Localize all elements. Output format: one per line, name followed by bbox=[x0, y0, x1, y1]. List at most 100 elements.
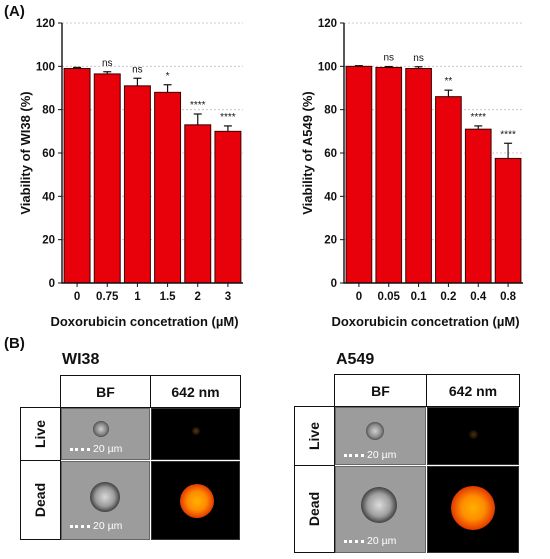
x-tick-label: 0.8 bbox=[500, 291, 517, 303]
error-bar-0.05 bbox=[384, 65, 393, 68]
a549-dead-bf-image: 20 µm bbox=[335, 466, 426, 553]
wi38-live-text: Live bbox=[32, 419, 49, 449]
wi38-dead-bf-image: 20 µm bbox=[61, 461, 150, 540]
a549-dead-scale-bar: 20 µm bbox=[344, 535, 396, 547]
bar-0.75 bbox=[93, 73, 121, 284]
x-tick-label: 2 bbox=[195, 291, 201, 303]
error-bar-3 bbox=[223, 125, 232, 132]
bar-1 bbox=[123, 85, 151, 284]
bar-0 bbox=[63, 68, 91, 284]
wi38-live-scale-bar: 20 µm bbox=[70, 443, 122, 455]
wi38-dead-scale-label: 20 µm bbox=[93, 520, 123, 532]
y-tick-label: 60 bbox=[42, 148, 55, 160]
significance-label: * bbox=[166, 71, 170, 82]
wi38-dead-text: Dead bbox=[32, 482, 49, 518]
wi38-dead-cell bbox=[90, 482, 120, 512]
error-bar-1 bbox=[133, 77, 142, 86]
y-tick-label: 40 bbox=[42, 191, 55, 203]
wi38-642nm-header: 642 nm bbox=[150, 375, 241, 408]
x-tick-label: 0.1 bbox=[411, 291, 428, 303]
significance-label: ** bbox=[445, 76, 453, 87]
x-tick-label: 3 bbox=[225, 291, 231, 303]
error-bar-0.4 bbox=[474, 125, 483, 130]
a549-live-scale-label: 20 µm bbox=[367, 449, 397, 461]
y-tick-label: 120 bbox=[318, 18, 337, 30]
y-tick-label: 40 bbox=[324, 191, 337, 203]
a549-live-fluor-spot bbox=[469, 430, 478, 439]
a549-live-bf-image: 20 µm bbox=[335, 407, 426, 465]
significance-label: ns bbox=[413, 53, 424, 64]
bar-3 bbox=[214, 130, 242, 284]
significance-label: **** bbox=[500, 129, 516, 140]
bar-1.5 bbox=[154, 91, 182, 284]
a549-live-cell bbox=[366, 422, 384, 440]
y-tick-label: 80 bbox=[42, 105, 55, 117]
y-tick-label: 20 bbox=[324, 235, 337, 247]
wi38-viability-chart: 0 ns 0.75 ns 1 * 1.5 **** 2 **** 3 0 20 40 60 80 100 120 V… bbox=[18, 18, 243, 329]
y-axis-label: Viability of WI38 (%) bbox=[18, 91, 33, 214]
x-tick-label: 0.4 bbox=[470, 291, 487, 303]
error-bar-2 bbox=[193, 113, 202, 125]
wi38-dead-642nm-image bbox=[151, 461, 240, 540]
a549-642nm-header: 642 nm bbox=[426, 374, 520, 407]
a549-dead-cell bbox=[361, 487, 397, 523]
y-tick-label: 0 bbox=[49, 278, 55, 290]
significance-label: ns bbox=[102, 58, 113, 69]
y-axis-label: Viability of A549 (%) bbox=[300, 91, 315, 215]
significance-label: **** bbox=[470, 112, 486, 123]
wi38-dead-row-label: Dead bbox=[20, 460, 61, 540]
error-bar-0.75 bbox=[103, 71, 112, 74]
bar-0 bbox=[345, 65, 373, 284]
wi38-live-642nm-image bbox=[151, 408, 240, 460]
a549-viability-chart: 0 ns 0.05 ns 0.1 ** 0.2 **** 0.4 **** 0.8 0 20 40 60 80… bbox=[300, 18, 523, 329]
a549-live-642nm-image bbox=[427, 407, 519, 465]
wi38-dead-scale-bar: 20 µm bbox=[70, 520, 122, 532]
x-tick-label: 1 bbox=[134, 291, 141, 303]
error-bar-0.2 bbox=[444, 89, 453, 97]
a549-dead-row-label: Dead bbox=[294, 465, 335, 553]
y-tick-label: 80 bbox=[324, 105, 337, 117]
x-axis-label: Doxorubicin concetration (µM) bbox=[50, 314, 238, 329]
significance-label: ns bbox=[132, 64, 143, 75]
wi38-live-scale-label: 20 µm bbox=[93, 443, 123, 455]
error-bar-0 bbox=[354, 65, 363, 67]
y-tick-label: 120 bbox=[36, 18, 55, 30]
error-bar-1.5 bbox=[163, 84, 172, 93]
bar-0.2 bbox=[435, 96, 462, 284]
wi38-live-row-label: Live bbox=[20, 407, 61, 461]
x-tick-label: 1.5 bbox=[160, 291, 177, 303]
a549-bf-header: BF bbox=[334, 374, 427, 407]
significance-label: **** bbox=[220, 112, 236, 123]
bar-0.05 bbox=[375, 66, 403, 284]
bar-0.1 bbox=[405, 68, 432, 284]
significance-label: **** bbox=[190, 100, 206, 111]
a549-live-text: Live bbox=[306, 421, 323, 451]
a549-live-scale-bar: 20 µm bbox=[344, 449, 396, 461]
x-tick-label: 0.05 bbox=[378, 291, 401, 303]
x-tick-label: 0.75 bbox=[96, 291, 119, 303]
y-tick-label: 0 bbox=[331, 278, 337, 290]
x-tick-label: 0.2 bbox=[440, 291, 456, 303]
a549-imaging-title: A549 bbox=[336, 351, 375, 368]
bar-2 bbox=[184, 124, 212, 284]
error-bar-0 bbox=[73, 66, 82, 69]
a549-dead-scale-label: 20 µm bbox=[367, 535, 397, 547]
x-axis-label: Doxorubicin concetration (µM) bbox=[331, 314, 519, 329]
bar-0.8 bbox=[494, 157, 522, 284]
panel-b-label: (B) bbox=[4, 335, 25, 352]
y-tick-label: 20 bbox=[42, 235, 55, 247]
a549-dead-text: Dead bbox=[306, 491, 323, 527]
panel-a-label: (A) bbox=[4, 3, 25, 20]
y-tick-label: 100 bbox=[318, 61, 337, 73]
y-tick-label: 60 bbox=[324, 148, 337, 160]
y-tick-label: 100 bbox=[36, 61, 55, 73]
a549-dead-fluor-spot bbox=[451, 486, 495, 530]
a549-dead-642nm-image bbox=[427, 466, 519, 553]
wi38-live-cell bbox=[93, 421, 109, 437]
x-tick-label: 0 bbox=[356, 291, 362, 303]
significance-label: ns bbox=[383, 53, 394, 64]
a549-live-row-label: Live bbox=[294, 406, 335, 466]
x-tick-label: 0 bbox=[74, 291, 80, 303]
error-bar-0.8 bbox=[504, 142, 513, 159]
bar-0.4 bbox=[464, 128, 492, 284]
